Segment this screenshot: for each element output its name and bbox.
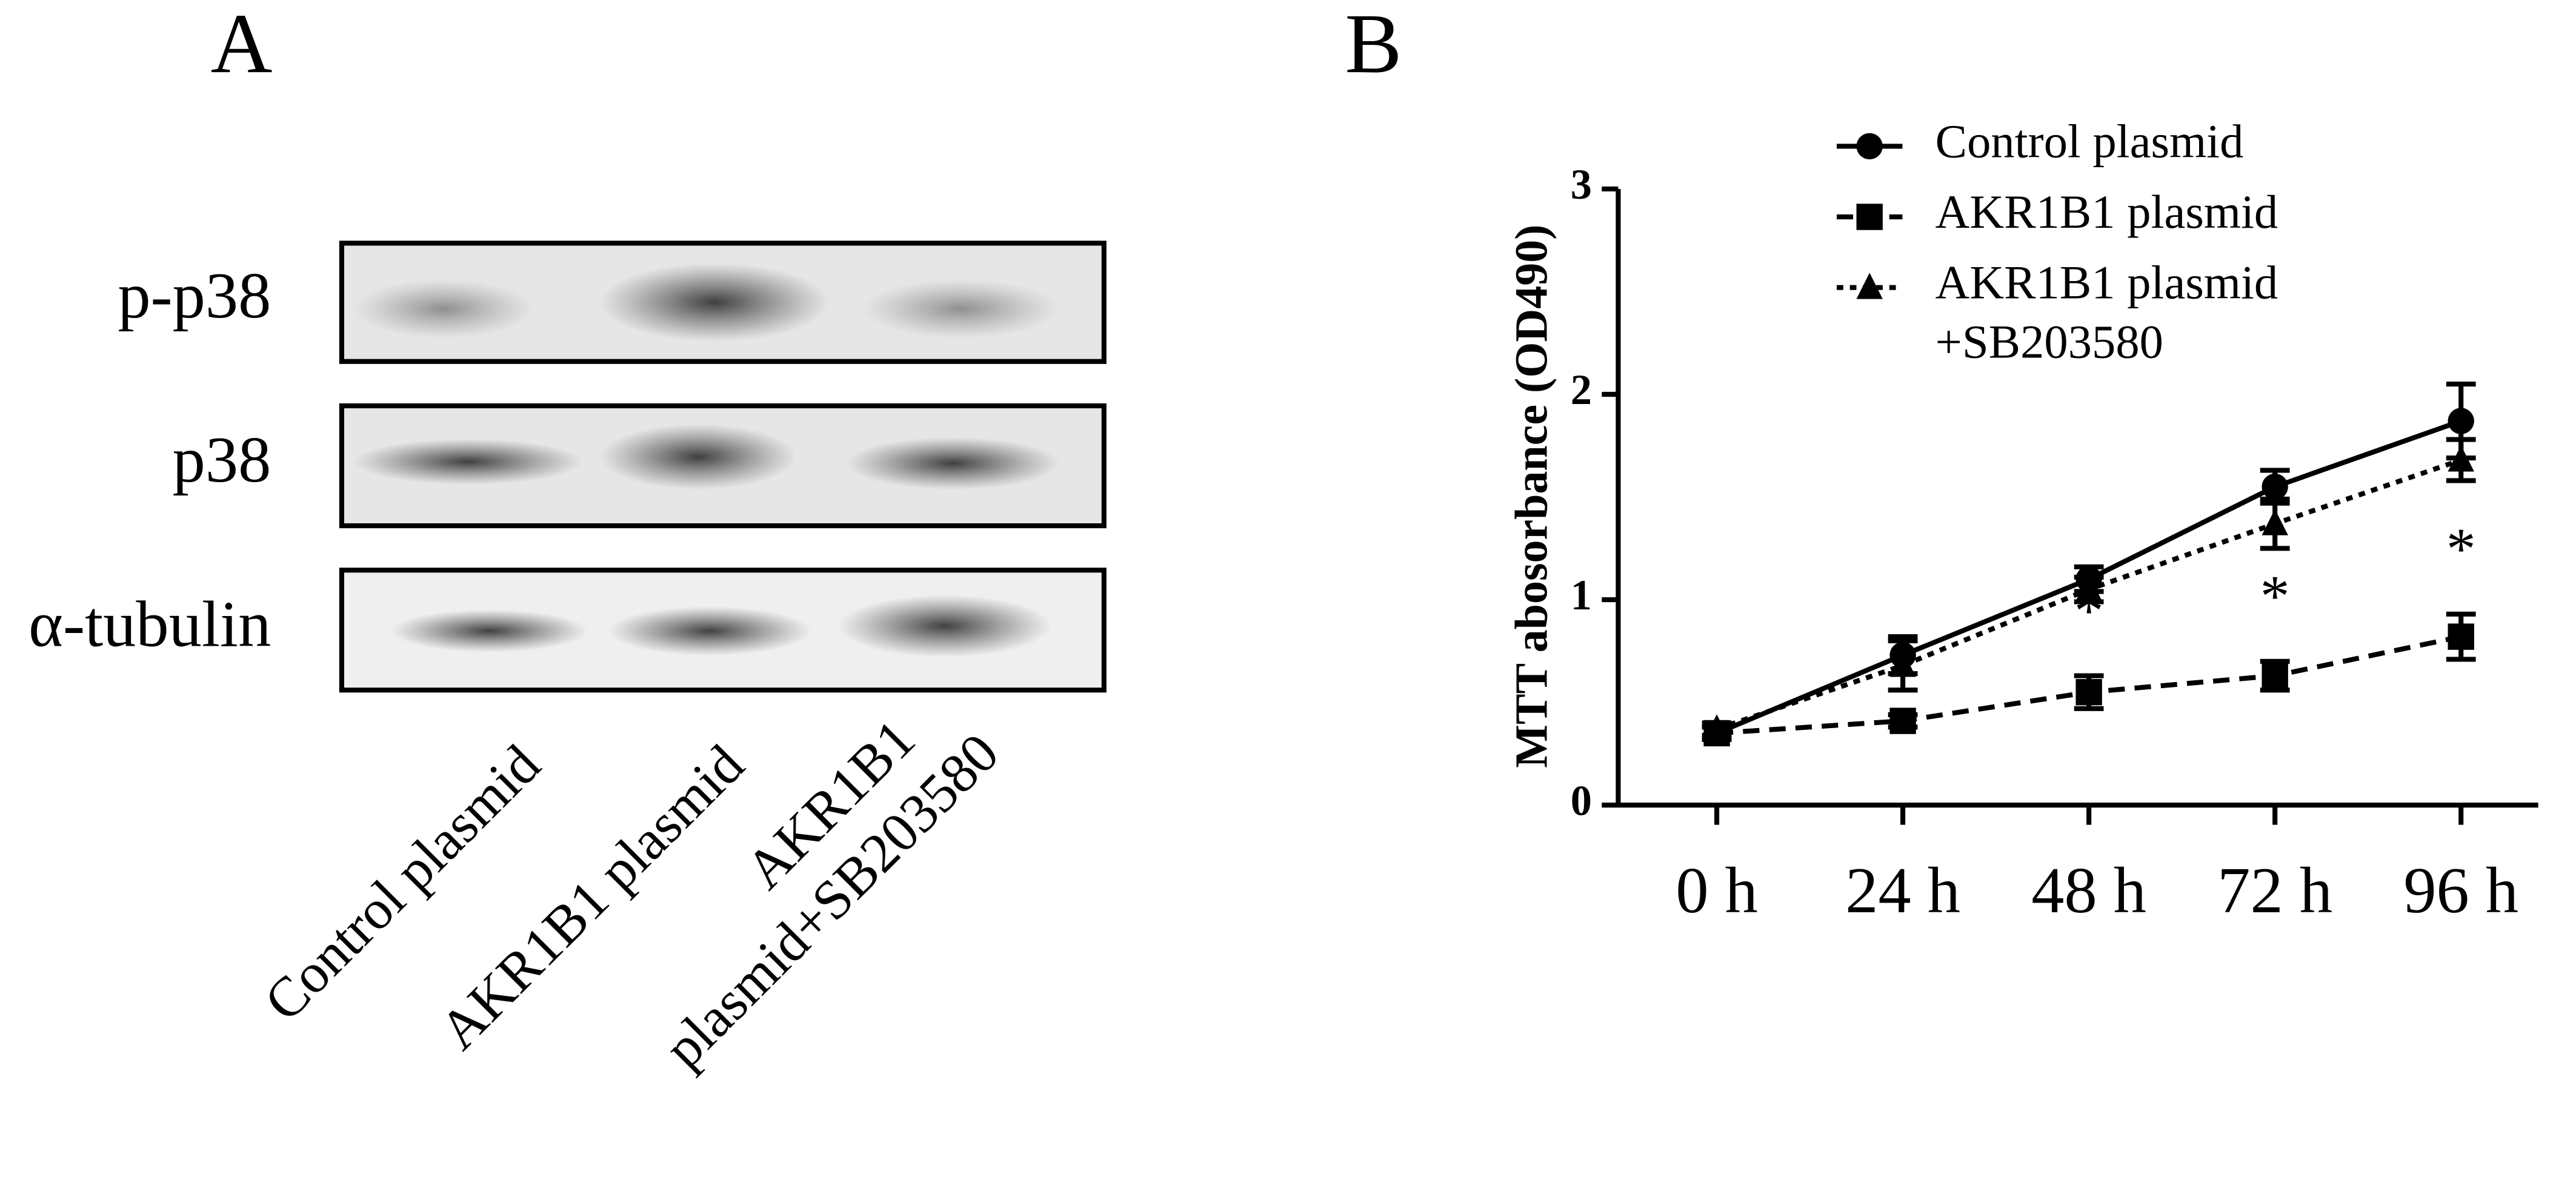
row-label: α-tubulin [28, 588, 271, 660]
x-tick-label: 24 h [1845, 854, 1960, 927]
point [2075, 574, 2102, 601]
y-tick-label: 0 [1571, 777, 1592, 824]
band [599, 263, 830, 342]
western-blot [339, 240, 1107, 693]
x-tick-label: 48 h [2031, 854, 2146, 927]
band [862, 279, 1060, 339]
legend-label: Control plasmid [1935, 115, 2244, 168]
point [2448, 623, 2474, 650]
legend-label: AKR1B1 plasmid [1935, 186, 2278, 239]
row-label: p-p38 [118, 259, 271, 332]
point [2261, 662, 2288, 689]
panel-label: A [211, 0, 273, 91]
band [353, 279, 534, 339]
point [1889, 707, 1916, 734]
significance-mark: * [2260, 564, 2290, 629]
x-tick-label: 0 h [1676, 854, 1758, 927]
point [1889, 651, 1916, 677]
y-tick-label: 1 [1571, 572, 1592, 619]
significance-mark: * [2446, 517, 2476, 582]
point [2448, 408, 2474, 434]
row-label: p38 [173, 423, 271, 496]
band [837, 594, 1052, 657]
point [1856, 133, 1883, 160]
point [1856, 204, 1883, 230]
y-axis-label: MTT abosorbance (OD490) [1506, 225, 1557, 768]
point [1703, 714, 1730, 741]
point [2261, 473, 2288, 500]
point [2261, 509, 2288, 535]
x-tick-label: 72 h [2217, 854, 2332, 927]
point [1856, 273, 1883, 299]
band [391, 609, 588, 652]
point [2448, 445, 2474, 472]
y-tick-label: 3 [1571, 161, 1592, 208]
panel-label: B [1345, 0, 1402, 91]
legend-label: AKR1B1 plasmid +SB203580 [1935, 257, 2278, 369]
point [2075, 678, 2102, 706]
x-tick-label: 96 h [2403, 854, 2518, 927]
band [353, 439, 584, 485]
band [608, 606, 812, 656]
y-tick-label: 2 [1571, 366, 1592, 414]
band [599, 423, 797, 490]
band [846, 437, 1060, 490]
